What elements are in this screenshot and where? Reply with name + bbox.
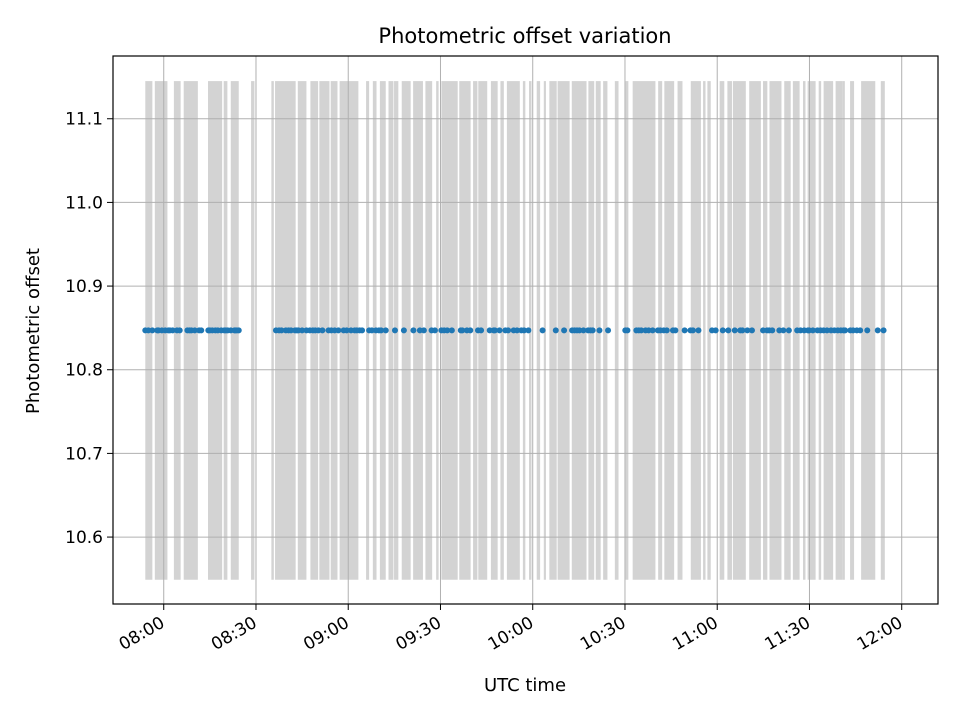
data-point [689,327,696,334]
data-point [478,327,485,334]
data-point [589,327,596,334]
data-point [663,327,670,334]
data-point [857,327,864,334]
data-point [725,327,732,334]
y-tick-label: 11.1 [65,110,103,130]
data-point [552,327,559,334]
data-point [410,327,417,334]
data-point [400,327,407,334]
shaded-span [251,81,255,580]
data-point [359,327,366,334]
data-point [459,327,466,334]
data-point [176,327,183,334]
data-point [278,327,285,334]
shaded-span [536,81,541,580]
plot-frame [112,55,939,605]
data-point [864,327,871,334]
data-point [638,327,645,334]
data-point [624,327,631,334]
data-point [712,327,719,334]
data-point [874,327,881,334]
data-point [319,327,326,334]
data-point [780,327,787,334]
data-point [880,327,887,334]
shaded-span [677,81,683,580]
shaded-span [614,81,619,580]
y-axis-ticks: 10.6 10.7 10.8 10.9 11.0 11.1 [65,110,113,548]
data-point [739,327,746,334]
data-point [505,327,512,334]
data-point [525,327,532,334]
data-point [580,327,587,334]
shaded-span [271,81,274,580]
data-point [444,327,451,334]
y-tick-label: 10.6 [65,528,103,548]
data-point [382,327,389,334]
data-point [431,327,438,334]
data-point [842,327,849,334]
x-axis-label: UTC time [484,675,566,696]
data-point [343,327,350,334]
data-point [809,327,816,334]
data-point [769,327,776,334]
data-point [191,327,198,334]
y-tick-label: 10.8 [65,361,103,381]
y-axis-label: Photometric offset [23,248,44,414]
data-point [539,327,546,334]
data-point [299,327,306,334]
data-point [719,327,726,334]
shaded-span [388,81,394,580]
data-point [149,327,156,334]
data-point [561,327,568,334]
data-point [672,327,679,334]
data-point [748,327,755,334]
data-point [448,327,455,334]
data-point [467,327,474,334]
shaded-span [749,81,761,580]
data-point [235,327,242,334]
y-tick-label: 10.7 [65,444,103,464]
data-point [514,327,521,334]
chart-title: Photometric offset variation [378,24,671,48]
data-points [142,327,887,334]
data-point [420,327,427,334]
y-tick-label: 11.0 [65,193,103,213]
data-point [169,327,176,334]
data-point [695,327,702,334]
data-point [496,327,503,334]
data-point [681,327,688,334]
data-point [378,327,385,334]
data-point [491,327,498,334]
data-point [596,327,603,334]
data-point [744,327,751,334]
data-point [605,327,612,334]
data-point [335,327,342,334]
data-point [649,327,656,334]
y-tick-label: 10.9 [65,277,103,297]
data-point [785,327,792,334]
shaded-span [703,81,706,580]
data-point [391,327,398,334]
data-point [731,327,738,334]
shaded-span [769,81,782,580]
data-point [521,327,528,334]
data-point [198,327,205,334]
